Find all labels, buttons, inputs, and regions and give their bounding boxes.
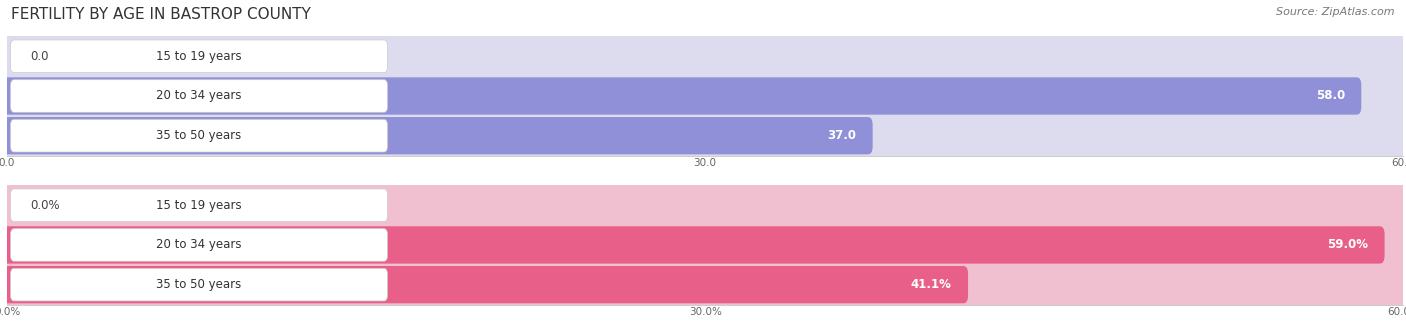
Text: 15 to 19 years: 15 to 19 years <box>156 50 242 63</box>
FancyBboxPatch shape <box>10 268 388 301</box>
FancyBboxPatch shape <box>0 221 1406 269</box>
FancyBboxPatch shape <box>10 80 388 112</box>
FancyBboxPatch shape <box>3 226 1385 263</box>
Text: 20 to 34 years: 20 to 34 years <box>156 238 242 252</box>
FancyBboxPatch shape <box>10 119 388 152</box>
Text: Source: ZipAtlas.com: Source: ZipAtlas.com <box>1277 7 1395 17</box>
Text: FERTILITY BY AGE IN BASTROP COUNTY: FERTILITY BY AGE IN BASTROP COUNTY <box>11 7 311 22</box>
FancyBboxPatch shape <box>10 229 388 261</box>
FancyBboxPatch shape <box>3 77 1361 115</box>
Text: 0.0%: 0.0% <box>31 199 60 212</box>
Text: 41.1%: 41.1% <box>911 278 952 291</box>
Text: 20 to 34 years: 20 to 34 years <box>156 89 242 103</box>
FancyBboxPatch shape <box>3 117 873 154</box>
FancyBboxPatch shape <box>3 266 969 303</box>
FancyBboxPatch shape <box>0 260 1406 309</box>
Text: 58.0: 58.0 <box>1316 89 1346 103</box>
Text: 35 to 50 years: 35 to 50 years <box>156 129 242 142</box>
FancyBboxPatch shape <box>0 112 1406 160</box>
FancyBboxPatch shape <box>10 189 388 221</box>
Text: 59.0%: 59.0% <box>1327 238 1368 252</box>
Text: 15 to 19 years: 15 to 19 years <box>156 199 242 212</box>
FancyBboxPatch shape <box>0 32 1406 80</box>
Text: 0.0: 0.0 <box>31 50 49 63</box>
FancyBboxPatch shape <box>10 40 388 72</box>
Text: 35 to 50 years: 35 to 50 years <box>156 278 242 291</box>
FancyBboxPatch shape <box>0 181 1406 229</box>
Text: 37.0: 37.0 <box>827 129 856 142</box>
FancyBboxPatch shape <box>0 72 1406 120</box>
